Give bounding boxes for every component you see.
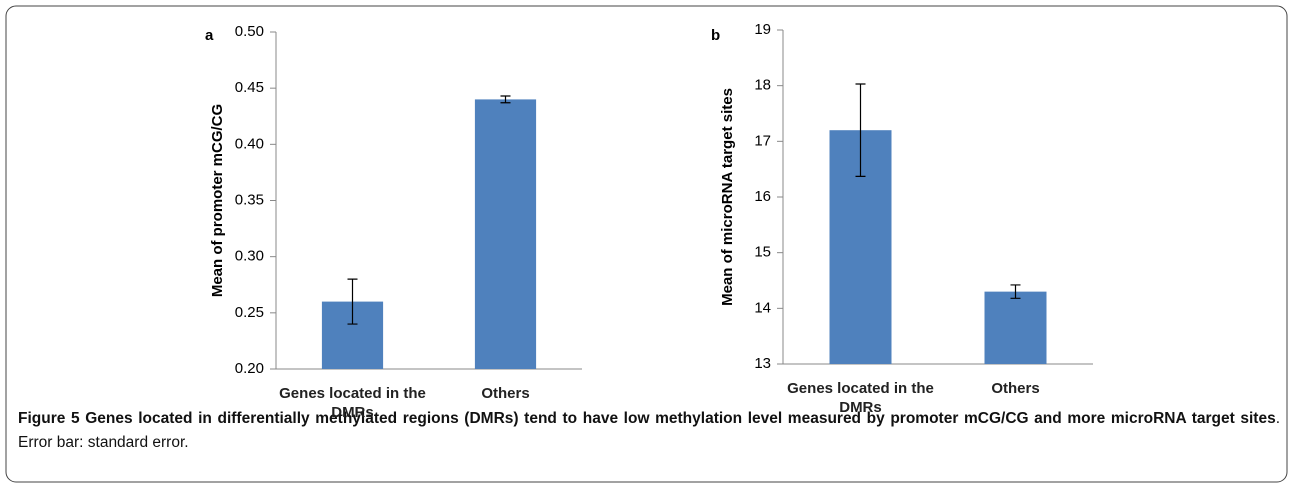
caption-text: . Error bar: standard error. <box>18 410 1281 451</box>
bar <box>474 99 537 370</box>
error-bar <box>1010 284 1021 299</box>
error-bar <box>855 83 866 178</box>
y-tick-label: 0.45 <box>235 79 264 96</box>
error-bar <box>347 278 358 325</box>
bar <box>984 291 1047 364</box>
y-axis-title: Mean of promoter mCG/CG <box>209 104 226 297</box>
y-axis-title: Mean of microRNA target sites <box>719 88 736 306</box>
y-tick-label: 0.35 <box>235 191 264 208</box>
frame <box>5 5 1288 483</box>
y-tick-label: 16 <box>754 188 771 205</box>
x-tick-label: Others <box>481 385 530 402</box>
y-tick-label: 19 <box>754 21 771 38</box>
y-tick-label: 14 <box>754 299 771 316</box>
error-bar <box>500 95 511 104</box>
caption-title: Genes located in differentially methylat… <box>85 410 1276 427</box>
panel-label: a <box>205 27 214 44</box>
y-tick-label: 0.40 <box>235 135 264 152</box>
y-tick-label: 15 <box>754 244 771 261</box>
caption: Figure 5 Genes located in differentially… <box>18 407 1280 455</box>
y-tick-label: 0.30 <box>235 248 264 265</box>
x-tick-label: Genes located in the DMRs <box>787 380 934 416</box>
y-tick-label: 0.25 <box>235 304 264 321</box>
x-tick-label: Others <box>991 380 1040 397</box>
x-tick-label: Genes located in the DMRs <box>279 385 426 421</box>
y-tick-label: 13 <box>754 355 771 372</box>
y-tick-label: 18 <box>754 77 771 94</box>
y-tick-label: 17 <box>754 132 771 149</box>
panel-label: b <box>711 27 720 44</box>
y-tick-label: 0.50 <box>235 23 264 40</box>
caption-label: Figure 5 <box>18 410 80 427</box>
y-tick-label: 0.20 <box>235 360 264 377</box>
